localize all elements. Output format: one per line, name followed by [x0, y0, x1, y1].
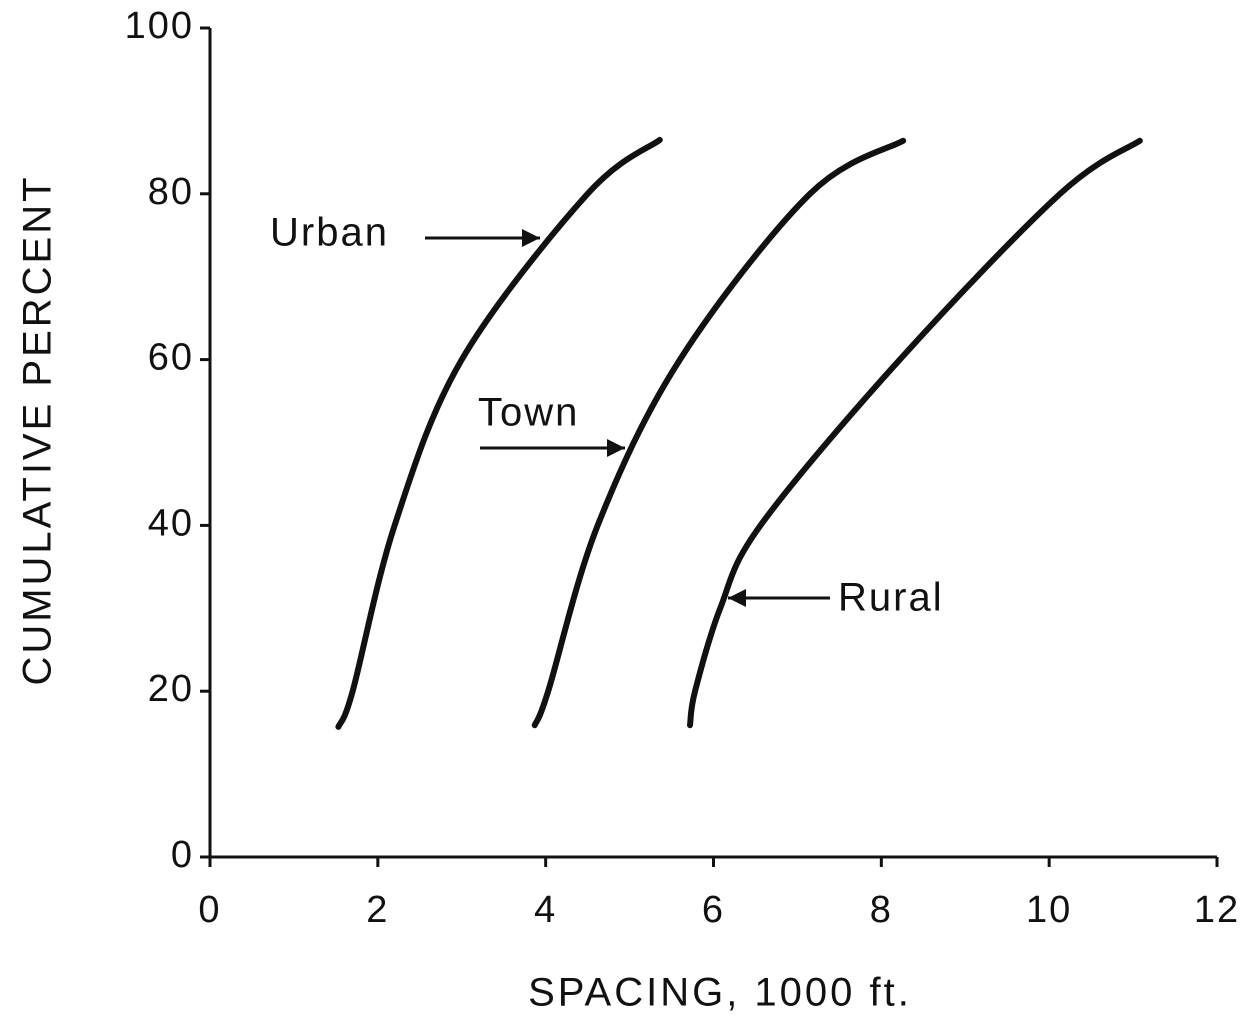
x-tick-label: 10	[1026, 889, 1072, 931]
x-tick-label: 8	[870, 889, 893, 931]
x-tick-label: 0	[198, 889, 221, 931]
y-tick-label: 40	[148, 502, 194, 544]
y-tick-label: 100	[125, 5, 194, 47]
x-tick-label: 12	[1194, 889, 1240, 931]
x-tick-label: 4	[534, 889, 557, 931]
y-tick-label: 60	[148, 337, 194, 379]
y-tick-label: 20	[148, 668, 194, 710]
x-tick-label: 2	[366, 889, 389, 931]
y-tick-label: 0	[171, 834, 194, 876]
y-axis-title: CUMULATIVE PERCENT	[16, 174, 60, 685]
y-tick-label: 80	[148, 171, 194, 213]
series-label: Town	[478, 391, 579, 435]
x-tick-label: 6	[702, 889, 725, 931]
line	[335, 136, 663, 730]
line	[687, 137, 1143, 729]
series-label: Urban	[270, 211, 389, 255]
series-label: Rural	[838, 576, 944, 620]
line	[531, 137, 907, 729]
x-axis-title: SPACING, 1000 ft.	[528, 971, 912, 1015]
